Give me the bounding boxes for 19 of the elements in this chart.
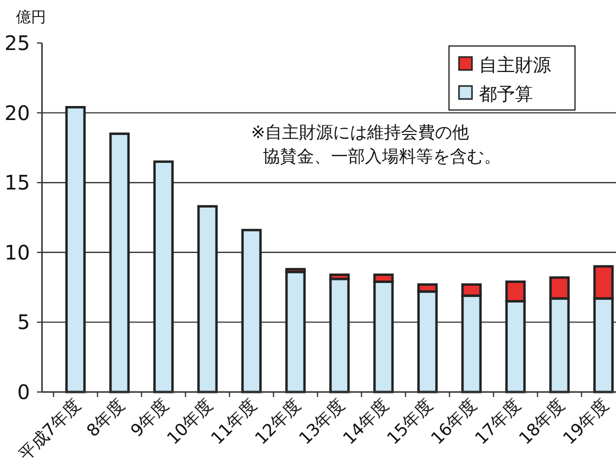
bar <box>153 160 174 394</box>
legend-label: 都予算 <box>479 84 533 105</box>
y-axis-title: 億円 <box>16 8 46 26</box>
y-tick-label: 0 <box>17 380 30 404</box>
y-tick-label: 5 <box>17 310 30 334</box>
annotation: 協賛金、一部入場料等を含む。 <box>263 147 501 167</box>
bar <box>197 205 218 394</box>
bar <box>329 278 350 394</box>
bar <box>285 270 306 394</box>
x-tick-label: 8年度 <box>83 395 130 442</box>
bar <box>109 132 130 394</box>
y-tick-label: 10 <box>4 240 30 264</box>
legend-label: 自主財源 <box>479 55 551 76</box>
y-tick-label: 20 <box>4 100 30 125</box>
annotation: ※自主財源には維持会費の他 <box>251 123 470 143</box>
y-tick-label: 15 <box>4 170 30 195</box>
bar <box>241 228 262 394</box>
bar <box>65 106 86 394</box>
y-tick-label: 25 <box>4 31 30 55</box>
